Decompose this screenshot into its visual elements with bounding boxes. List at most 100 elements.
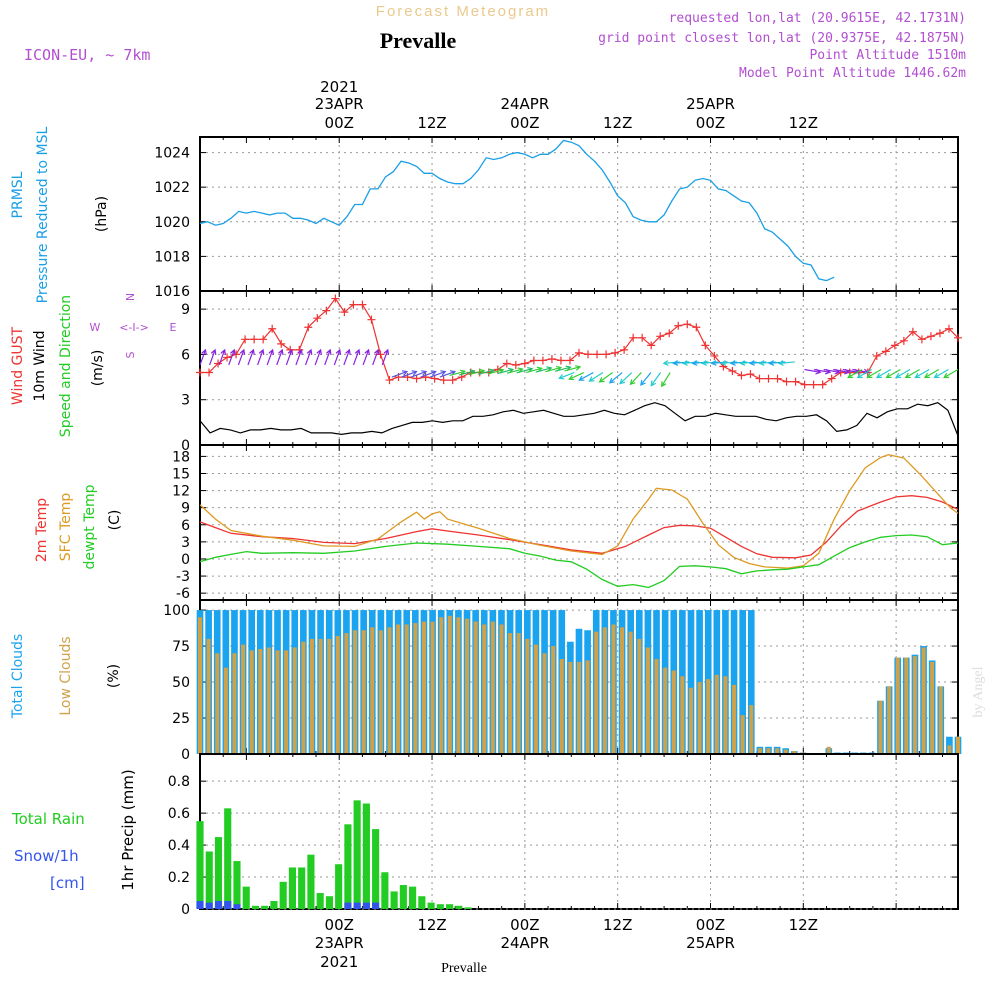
low-cloud-bar xyxy=(921,647,926,754)
low-cloud-bar xyxy=(533,644,538,754)
arrow-head xyxy=(383,348,390,355)
gust-marker xyxy=(232,350,241,359)
gust-marker xyxy=(439,376,448,385)
low-cloud-bar xyxy=(956,736,960,754)
top-year: 2021 xyxy=(320,78,358,96)
wind-direction-arrow xyxy=(333,348,342,366)
y-tick-label: 50 xyxy=(172,675,190,691)
wind-direction-arrow xyxy=(895,368,911,379)
arrow-shaft xyxy=(823,368,840,373)
wind-direction-arrow xyxy=(381,348,390,366)
gust-marker xyxy=(917,335,926,344)
gust-marker xyxy=(223,353,232,362)
gust-marker xyxy=(827,374,836,383)
arrow-head xyxy=(650,380,657,387)
rain-bar xyxy=(233,861,241,909)
gust-marker xyxy=(665,329,674,338)
arrow-head xyxy=(914,372,921,379)
low-cloud-bar xyxy=(266,647,271,754)
arrow-head xyxy=(430,370,437,376)
arrow-head xyxy=(619,378,626,385)
arrow-shaft xyxy=(692,361,709,364)
precip-axis-label: 1hr Precip (mm) xyxy=(119,769,137,890)
gust-marker xyxy=(908,327,917,336)
wind-direction-arrow xyxy=(295,348,303,366)
arrow-shaft xyxy=(564,366,581,372)
low-cloud-bar xyxy=(370,627,375,754)
bottom-date-label: 25APR xyxy=(686,934,735,952)
wind-direction-arrow xyxy=(847,368,863,379)
gust-marker xyxy=(565,356,574,365)
gust-marker xyxy=(746,370,755,379)
arrow-head xyxy=(297,348,303,355)
rain-bar xyxy=(409,886,417,909)
rain-bar xyxy=(251,905,260,909)
panel-wind: 0 3 6 9 xyxy=(181,290,962,454)
arrow-shaft xyxy=(842,368,859,373)
gust-marker xyxy=(755,374,764,383)
low-cloud-bar xyxy=(396,624,401,754)
rain-bar xyxy=(242,886,250,909)
gust-marker xyxy=(800,380,809,389)
arrow-head xyxy=(768,360,775,366)
bottom-hour-label: 12Z xyxy=(417,916,446,934)
arrow-head xyxy=(710,360,717,366)
total-clouds-label: Total Clouds xyxy=(10,634,26,719)
gust-marker xyxy=(647,341,656,350)
y-tick-label: 6 xyxy=(181,518,190,534)
y-tick-label: 0 xyxy=(181,902,190,918)
compass-icon: W E <-I-> N S xyxy=(90,293,177,359)
snow-bar xyxy=(362,902,370,909)
arrow-head xyxy=(575,365,582,371)
wind-direction-arrow xyxy=(276,348,284,366)
wind-direction-arrow xyxy=(430,370,447,378)
low-cloud-bar xyxy=(585,660,590,754)
low-cloud-bar xyxy=(749,705,754,754)
snow-bar xyxy=(372,902,380,909)
gust-label: Wind GUST xyxy=(10,326,26,405)
top-date-label: 24APR xyxy=(500,95,549,113)
arrow-head xyxy=(608,377,615,384)
arrow-shaft xyxy=(516,368,533,374)
rain-bar xyxy=(372,829,380,909)
gust-marker xyxy=(728,367,737,376)
gust-marker xyxy=(890,341,899,350)
gust-marker xyxy=(376,350,385,359)
low-cloud-bar xyxy=(456,617,461,754)
wind-direction-arrow xyxy=(199,348,207,366)
low-cloud-bar xyxy=(353,630,358,754)
compass-s: S xyxy=(124,351,137,358)
wind-direction-arrow xyxy=(691,360,709,366)
arrow-head xyxy=(700,360,708,366)
y-tick-label: 1024 xyxy=(154,146,190,162)
top-date-label: 25APR xyxy=(686,95,735,113)
arrow-shaft xyxy=(401,371,417,378)
rain-bar xyxy=(353,800,361,909)
wind-direction-arrow xyxy=(943,368,959,379)
y-tick-label: 0.4 xyxy=(168,838,190,854)
y-tick-label: 0 xyxy=(181,552,190,568)
wind-direction-arrow xyxy=(209,348,217,366)
arrow-shaft xyxy=(314,349,322,366)
wind-direction-arrow xyxy=(914,368,930,379)
arrow-head xyxy=(374,348,380,355)
gust-marker xyxy=(899,336,908,345)
rain-bar xyxy=(224,808,232,909)
gust-marker xyxy=(214,359,223,368)
top-date-label: 23APR xyxy=(315,95,364,113)
low-cloud-bar xyxy=(792,751,797,754)
arrow-shaft xyxy=(661,372,671,387)
page-title: Prevalle xyxy=(380,28,457,53)
gust-marker xyxy=(502,359,511,368)
arrow-head xyxy=(933,372,940,379)
gust-marker xyxy=(511,360,520,369)
low-cloud-bar xyxy=(783,749,788,754)
arrow-head xyxy=(847,372,854,379)
wind-direction-arrow xyxy=(875,368,892,379)
gust-marker xyxy=(196,368,204,377)
wind-direction-arrow xyxy=(856,368,872,379)
panel-frame xyxy=(199,136,959,292)
arrow-head xyxy=(720,360,727,366)
bottom-year: 2021 xyxy=(320,953,358,971)
arrow-head xyxy=(278,348,284,355)
